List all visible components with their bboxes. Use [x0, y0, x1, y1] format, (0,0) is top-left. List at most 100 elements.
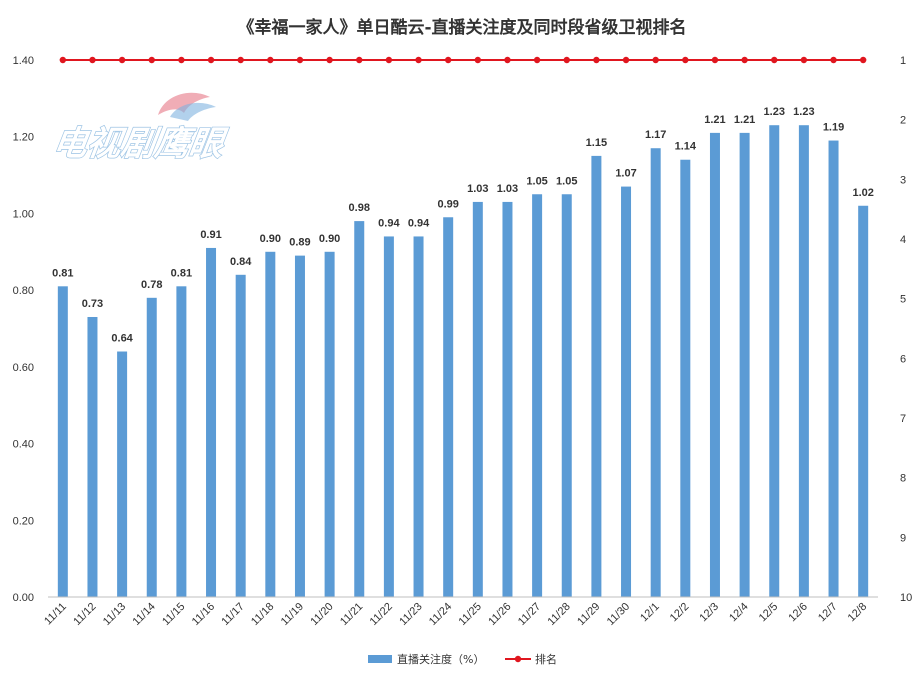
rank-point: [118, 56, 126, 64]
bar: [146, 297, 157, 597]
bar-data-label: 1.21: [704, 114, 725, 126]
y-left-tick-label: 1.20: [13, 132, 34, 144]
bar: [294, 255, 305, 597]
rank-point: [207, 56, 215, 64]
rank-point: [296, 56, 304, 64]
rank-point: [859, 56, 867, 64]
rank-point: [59, 56, 67, 64]
y-left-tick-label: 1.40: [13, 55, 34, 67]
bar: [709, 132, 720, 597]
bar-data-label: 1.05: [556, 175, 577, 187]
rank-point: [415, 56, 422, 64]
bar-data-label: 1.02: [852, 187, 873, 199]
bar: [413, 236, 424, 597]
rank-point: [771, 56, 778, 64]
bar-data-label: 1.21: [734, 114, 755, 126]
bar: [117, 351, 128, 597]
y-right-tick-label: 3: [900, 174, 906, 186]
bar-data-label: 1.07: [615, 168, 636, 180]
bar: [561, 194, 572, 597]
eagle-head-icon: [170, 102, 216, 121]
rank-point: [356, 56, 363, 64]
bar-data-label: 0.94: [378, 217, 400, 229]
legend-line-marker: [514, 655, 522, 663]
y-right-tick-label: 7: [900, 413, 906, 425]
bar: [354, 221, 365, 597]
legend-line-label: 排名: [535, 652, 557, 666]
y-right-tick-label: 2: [900, 115, 906, 127]
bar: [87, 316, 98, 597]
rank-point: [593, 56, 600, 64]
bar-data-label: 1.14: [675, 141, 697, 153]
rank-point: [533, 56, 541, 64]
bar-data-label: 0.73: [82, 298, 103, 310]
bar: [591, 155, 602, 597]
bar: [324, 251, 335, 598]
bar-data-label: 0.98: [349, 202, 370, 214]
bar-data-label: 0.99: [437, 198, 458, 210]
bar: [57, 286, 68, 597]
rank-point: [474, 56, 482, 64]
bar-data-label: 1.23: [793, 106, 814, 118]
y-left-tick-label: 0.40: [13, 439, 34, 451]
bar: [502, 201, 513, 597]
rank-point: [89, 56, 96, 64]
bar-data-label: 0.89: [289, 237, 310, 249]
bar: [828, 140, 839, 598]
bar-data-label: 0.90: [260, 233, 281, 245]
y-left-tick-label: 1.00: [13, 208, 34, 220]
bar: [858, 205, 869, 597]
bar-data-label: 0.81: [52, 267, 73, 279]
bar: [176, 286, 187, 597]
bar-data-label: 1.17: [645, 129, 666, 141]
rank-point: [148, 56, 155, 64]
y-right-tick-label: 1: [900, 55, 906, 67]
y-right-tick-label: 8: [900, 473, 906, 485]
rank-point: [830, 56, 837, 64]
y-right-tick-label: 6: [900, 353, 906, 365]
rank-point: [711, 56, 719, 64]
bar-data-label: 0.91: [200, 229, 221, 241]
y-right-tick-label: 9: [900, 532, 906, 544]
rank-point: [652, 56, 659, 64]
y-right-tick-label: 4: [900, 234, 906, 246]
bar-data-label: 0.64: [111, 333, 133, 345]
rank-point: [622, 56, 630, 64]
y-right-tick-label: 5: [900, 294, 906, 306]
eagle-wing-icon: [158, 92, 210, 115]
legend-bar-label: 直播关注度（%）: [397, 652, 484, 666]
bar-data-label: 0.94: [408, 217, 430, 229]
y-right-tick-label: 10: [900, 592, 912, 604]
bar: [206, 247, 217, 597]
bar-data-label: 0.81: [171, 267, 192, 279]
bar-data-label: 1.03: [497, 183, 518, 195]
bar: [769, 125, 780, 597]
legend-bar-swatch: [368, 655, 392, 663]
bar-data-label: 1.05: [526, 175, 547, 187]
bar: [621, 186, 632, 598]
bar: [383, 236, 394, 597]
rank-point: [504, 56, 511, 64]
bar-data-label: 1.15: [586, 137, 607, 149]
bar: [532, 194, 543, 597]
rank-point: [741, 56, 748, 64]
rank-point: [326, 56, 333, 64]
rank-point: [385, 56, 393, 64]
bar-data-label: 0.84: [230, 256, 252, 268]
watermark-text: 电视剧鹰眼: [50, 124, 230, 164]
y-left-tick-label: 0.20: [13, 515, 34, 527]
bar: [472, 201, 483, 597]
bar: [235, 274, 246, 597]
legend: 直播关注度（%） 排名: [368, 652, 557, 666]
bar-data-label: 0.78: [141, 279, 162, 291]
bar: [798, 125, 809, 597]
bar: [650, 148, 661, 597]
bar: [680, 159, 691, 597]
rank-point: [267, 56, 274, 64]
y-left-tick-label: 0.80: [13, 285, 34, 297]
y-left-tick-label: 0.00: [13, 592, 34, 604]
bar: [443, 217, 454, 597]
